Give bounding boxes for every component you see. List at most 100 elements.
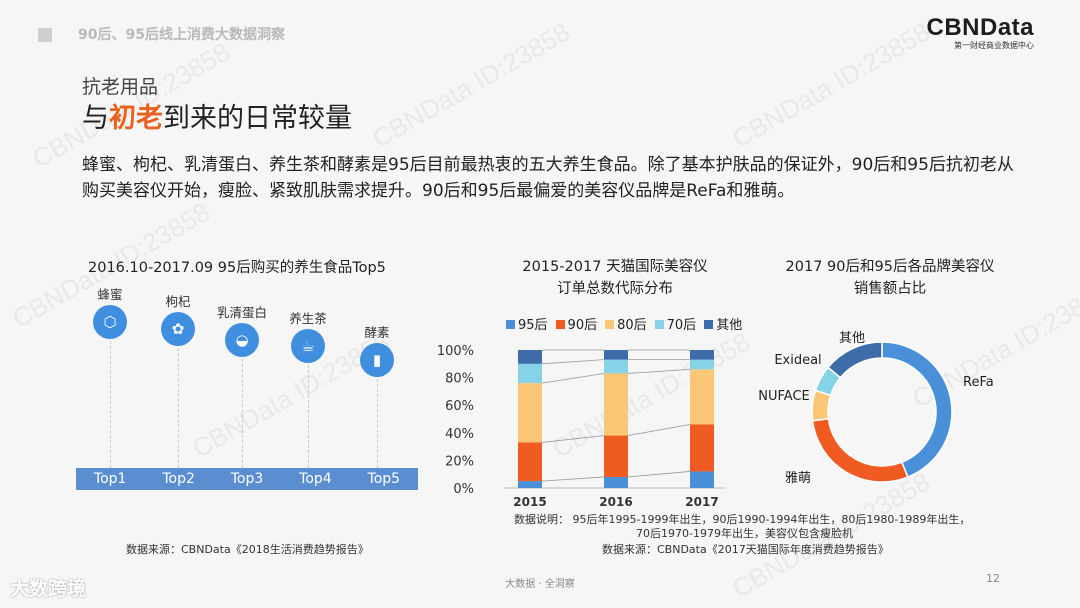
bar-note-line1: 数据说明： 95后年1995-1999年出生，90后1990-1994年出生，8…	[514, 513, 971, 526]
x-tick-label: 2017	[685, 495, 718, 509]
timeline-item-label: 养生茶	[289, 311, 327, 326]
bar-segment	[690, 471, 714, 488]
bar-segment	[518, 481, 542, 488]
legend-swatch	[555, 320, 565, 329]
stacked-bar-chart: 0% 20% 40% 60% 80% 100% 2015 2016 2017	[437, 344, 725, 509]
timeline-source: 数据来源：CBNData《2018生活消费趋势报告》	[126, 543, 369, 556]
bar-segment	[604, 373, 628, 436]
timeline-item-label: 蜂蜜	[97, 287, 123, 302]
timeline-stem	[242, 359, 243, 468]
intro-paragraph: 蜂蜜、枸杞、乳清蛋白、养生茶和酵素是95后目前最热衷的五大养生食品。除了基本护肤…	[82, 155, 1014, 201]
bar-segment	[690, 369, 714, 425]
heading-post: 到来的日常较量	[163, 103, 352, 134]
connector-line	[541, 373, 605, 384]
legend-label: 其他	[716, 318, 743, 333]
legend-swatch	[704, 320, 714, 329]
rank-label: Top2	[162, 471, 195, 487]
header-title: 90后、95后线上消费大数据洞察	[78, 27, 285, 43]
timeline-stem	[178, 348, 179, 468]
bar-segment	[690, 359, 714, 370]
donut-slice	[827, 341, 883, 379]
rank-label: Top1	[93, 471, 127, 487]
donut-slice	[881, 341, 953, 479]
bar-segment	[518, 350, 542, 364]
heading-highlight: 初老	[109, 103, 163, 134]
y-tick-label: 100%	[437, 344, 474, 359]
legend-label: 70后	[666, 318, 697, 333]
donut-title-line2: 销售额占比	[853, 281, 927, 297]
x-tick-label: 2015	[513, 495, 546, 509]
x-tick-label: 2016	[599, 495, 632, 509]
cbndata-logo: CBNData 第一财经商业数据中心	[926, 14, 1034, 51]
rank-label: Top3	[230, 471, 264, 487]
legend-label: 90后	[567, 318, 598, 333]
legend-label: 80后	[617, 318, 647, 333]
legend-item: 90后	[555, 314, 598, 333]
y-tick-label: 40%	[445, 427, 474, 442]
bar-segment	[604, 435, 628, 477]
legend-swatch	[506, 320, 515, 329]
heading-pre: 与	[82, 103, 109, 134]
connector-line	[541, 435, 605, 443]
legend-item: 70后	[654, 314, 697, 333]
legend-swatch	[654, 320, 664, 329]
bar-segment	[604, 350, 628, 360]
legend-item: 95后	[506, 314, 548, 333]
brand-watermark: 大数跨境	[10, 578, 87, 600]
rank-label: Top5	[367, 471, 401, 487]
legend-swatch	[605, 320, 615, 329]
legend-item: 其他	[704, 314, 742, 333]
watermark: CBNData ID:23858	[367, 16, 575, 154]
connector-line	[541, 476, 605, 482]
connector-line	[541, 359, 605, 365]
bar-legend: 95后 90后 80后 70后 其他	[506, 314, 742, 333]
bar-title-line2: 订单总数代际分布	[557, 281, 673, 297]
bar-title-line1: 2015-2017 天猫国际美容仪	[522, 259, 708, 275]
watermark: CBNData ID:23858	[727, 16, 935, 154]
berries-icon: ✿	[161, 312, 195, 346]
timeline-item-label: 枸杞	[165, 294, 191, 309]
timeline-item-label: 乳清蛋白	[216, 305, 268, 320]
timeline-item-label: 酵素	[364, 325, 390, 340]
timeline-stem	[377, 379, 378, 468]
logo-name: CBNData	[926, 14, 1034, 41]
y-tick-label: 0%	[453, 482, 474, 497]
bar-segment	[518, 363, 542, 384]
tea-cup-icon: ☕	[291, 329, 325, 363]
y-tick-label: 80%	[445, 372, 474, 387]
donut-label: 雅萌	[785, 471, 811, 486]
donut-title-line1: 2017 90后和95后各品牌美容仪	[785, 259, 995, 275]
legend-label: 95后	[518, 318, 548, 333]
bar-segment	[518, 442, 542, 482]
rank-label: Top4	[299, 471, 332, 487]
donut-label: NUFACE	[758, 389, 809, 404]
header-square	[38, 28, 52, 42]
timeline-title: 2016.10-2017.09 95后购买的养生食品Top5	[88, 260, 386, 276]
donut-chart: ReFa 雅萌 NUFACE Exideal 其他	[758, 331, 994, 486]
connector-line	[627, 424, 691, 436]
donut-label: ReFa	[963, 375, 994, 390]
bar-chart-title: 2015-2017 天猫国际美容仪 订单总数代际分布	[500, 256, 730, 300]
bar-source: 数据来源：CBNData《2017天猫国际年度消费趋势报告》	[602, 543, 889, 556]
y-tick-label: 60%	[445, 399, 474, 414]
bar-note-line2: 70后1970-1979年出生，美容仪包含瘦脸机	[636, 527, 853, 540]
logo-subtitle: 第一财经商业数据中心	[954, 41, 1034, 50]
connector-line	[627, 368, 691, 374]
protein-icon: ◒	[225, 323, 259, 357]
bottle-icon: ▮	[360, 343, 394, 377]
bar-segment	[690, 424, 714, 472]
honeycomb-icon: ⬡	[93, 305, 127, 339]
rank-bar: Top1 Top2 Top3 Top4 Top5	[76, 468, 418, 490]
donut-label: Exideal	[774, 353, 821, 368]
timeline-stem	[110, 341, 111, 468]
bar-segment	[690, 350, 714, 360]
bar-segment	[604, 359, 628, 374]
bar-segment	[518, 383, 542, 443]
footer-tagline: 大数据 · 全洞察	[505, 579, 575, 590]
section-label: 抗老用品	[82, 76, 159, 98]
y-tick-label: 20%	[445, 454, 474, 469]
timeline-stem	[308, 365, 309, 468]
legend-item: 80后	[605, 314, 647, 333]
donut-slice	[811, 417, 909, 483]
page-number: 12	[986, 572, 1000, 585]
